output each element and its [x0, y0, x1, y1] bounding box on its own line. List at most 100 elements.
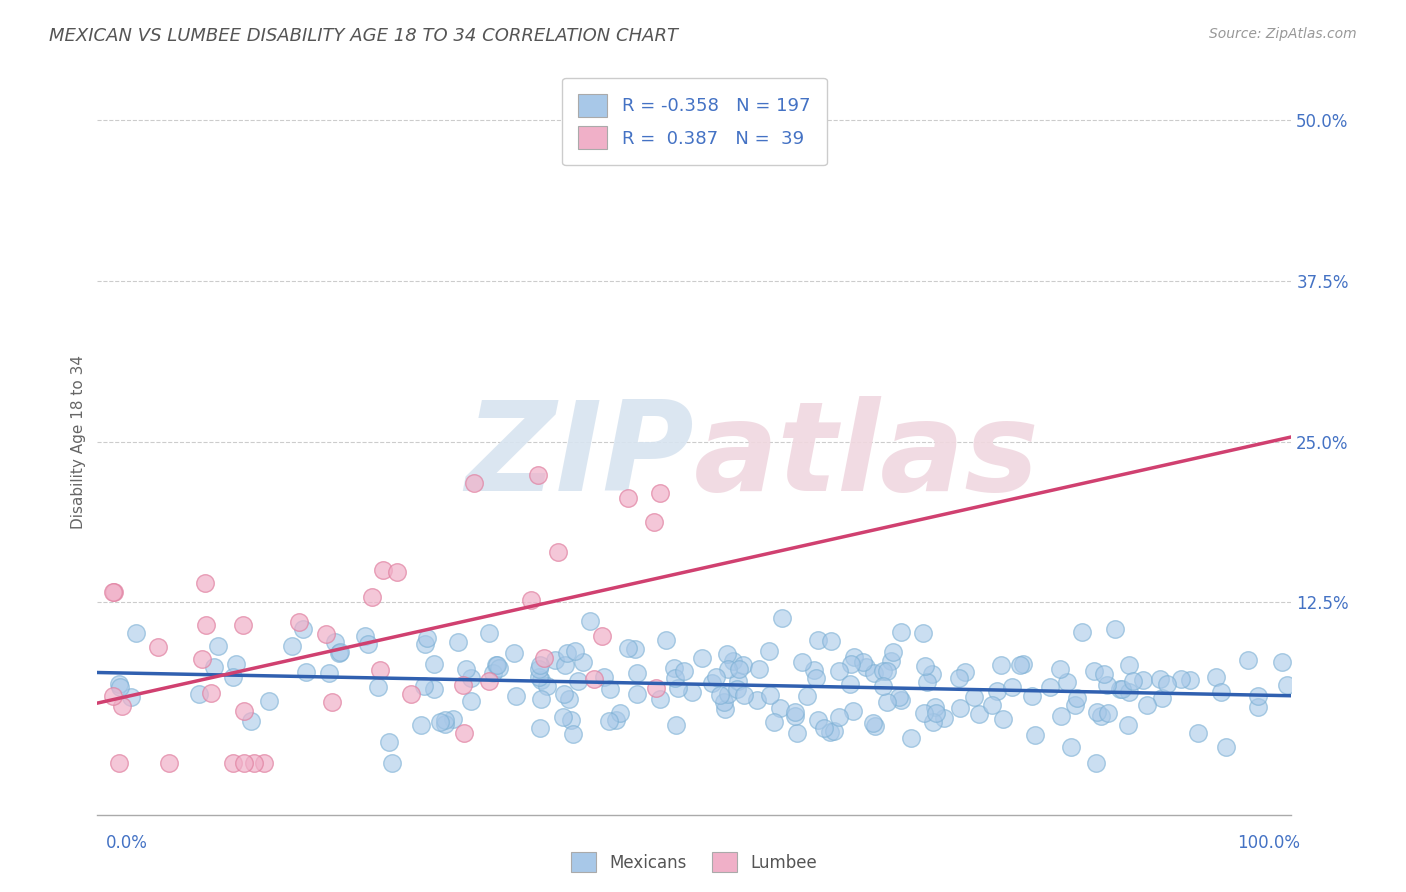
Point: [125, 626, 148, 640]
Point: [1271, 655, 1294, 669]
Point: [447, 634, 470, 648]
Point: [818, 725, 841, 739]
Point: [1111, 682, 1133, 697]
Point: [381, 756, 404, 771]
Point: [1056, 674, 1078, 689]
Point: [1024, 728, 1046, 742]
Point: [1092, 666, 1115, 681]
Point: [564, 644, 586, 658]
Point: [714, 701, 737, 715]
Point: [876, 665, 898, 679]
Point: [912, 706, 935, 720]
Point: [1085, 756, 1108, 771]
Point: [1156, 676, 1178, 690]
Point: [530, 673, 553, 687]
Point: [1109, 681, 1132, 696]
Point: [557, 691, 579, 706]
Point: [758, 688, 780, 702]
Point: [1247, 689, 1270, 703]
Point: [655, 632, 678, 647]
Point: [530, 691, 553, 706]
Point: [1211, 685, 1233, 699]
Point: [882, 645, 904, 659]
Point: [422, 657, 444, 672]
Point: [842, 704, 865, 718]
Point: [232, 618, 254, 632]
Point: [912, 626, 935, 640]
Point: [519, 593, 541, 607]
Point: [839, 657, 862, 672]
Point: [1275, 678, 1298, 692]
Point: [544, 653, 567, 667]
Point: [562, 727, 585, 741]
Point: [900, 731, 922, 746]
Point: [827, 709, 849, 723]
Point: [1049, 662, 1071, 676]
Point: [1132, 673, 1154, 687]
Point: [553, 687, 575, 701]
Point: [863, 719, 886, 733]
Point: [844, 649, 866, 664]
Point: [240, 714, 263, 728]
Point: [433, 716, 456, 731]
Point: [222, 756, 245, 771]
Point: [188, 687, 211, 701]
Point: [785, 706, 807, 720]
Point: [924, 699, 946, 714]
Point: [292, 622, 315, 636]
Point: [803, 663, 825, 677]
Y-axis label: Disability Age 18 to 34: Disability Age 18 to 34: [72, 354, 86, 529]
Point: [533, 651, 555, 665]
Point: [645, 681, 668, 695]
Point: [981, 698, 1004, 713]
Point: [1118, 684, 1140, 698]
Point: [378, 734, 401, 748]
Point: [460, 671, 482, 685]
Point: [547, 545, 569, 559]
Point: [666, 681, 689, 696]
Point: [232, 704, 254, 718]
Point: [253, 756, 276, 771]
Point: [367, 680, 389, 694]
Point: [481, 665, 503, 680]
Point: [593, 670, 616, 684]
Point: [354, 629, 377, 643]
Point: [673, 664, 696, 678]
Point: [1152, 690, 1174, 705]
Legend: R = -0.358   N = 197, R =  0.387   N =  39: R = -0.358 N = 197, R = 0.387 N = 39: [562, 78, 827, 166]
Point: [401, 687, 423, 701]
Point: [412, 679, 434, 693]
Point: [1215, 739, 1237, 754]
Point: [527, 467, 550, 482]
Point: [650, 692, 672, 706]
Point: [721, 654, 744, 668]
Point: [582, 673, 605, 687]
Point: [783, 709, 806, 723]
Point: [329, 645, 352, 659]
Point: [700, 676, 723, 690]
Point: [371, 563, 394, 577]
Point: [1118, 717, 1140, 731]
Point: [409, 718, 432, 732]
Point: [195, 618, 218, 632]
Point: [321, 695, 343, 709]
Point: [505, 690, 527, 704]
Point: [648, 485, 671, 500]
Point: [429, 715, 451, 730]
Point: [967, 706, 990, 721]
Point: [415, 631, 437, 645]
Point: [148, 640, 170, 654]
Point: [557, 646, 579, 660]
Point: [1064, 698, 1087, 712]
Point: [451, 678, 474, 692]
Point: [716, 687, 738, 701]
Point: [786, 726, 808, 740]
Point: [486, 658, 509, 673]
Point: [804, 672, 827, 686]
Point: [813, 722, 835, 736]
Point: [862, 716, 884, 731]
Point: [1085, 706, 1108, 720]
Point: [664, 661, 686, 675]
Point: [664, 671, 686, 685]
Point: [554, 657, 576, 672]
